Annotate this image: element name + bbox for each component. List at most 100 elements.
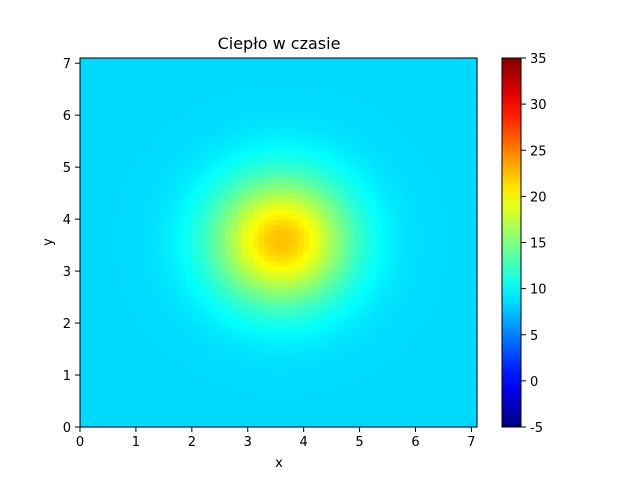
heatmap-cell xyxy=(303,406,310,413)
heatmap-cell xyxy=(443,312,450,319)
heatmap-cell xyxy=(465,89,473,95)
heatmap-cell xyxy=(393,141,400,147)
heatmap-cell xyxy=(102,375,109,381)
heatmap-cell xyxy=(432,193,439,199)
heatmap-cell xyxy=(80,120,87,127)
heatmap-cell xyxy=(152,276,159,283)
heatmap-cell xyxy=(191,307,199,314)
heatmap-cell xyxy=(286,156,294,163)
heatmap-cell xyxy=(365,354,372,361)
heatmap-cell xyxy=(141,193,148,199)
heatmap-cell xyxy=(314,286,322,293)
heatmap-cell xyxy=(449,198,456,205)
heatmap-cell xyxy=(91,380,98,387)
heatmap-cell xyxy=(393,307,400,314)
heatmap-cell xyxy=(191,276,199,283)
heatmap-cell xyxy=(253,416,260,423)
heatmap-cell xyxy=(158,187,165,194)
heatmap-cell xyxy=(353,406,361,413)
heatmap-cell xyxy=(124,130,131,137)
heatmap-cell xyxy=(169,224,176,231)
heatmap-cell xyxy=(443,120,450,127)
heatmap-cell xyxy=(415,213,422,220)
heatmap-cell xyxy=(465,63,473,69)
heatmap-cell xyxy=(135,193,143,199)
heatmap-cell xyxy=(225,260,232,267)
heatmap-cell xyxy=(80,265,87,272)
heatmap-cell xyxy=(320,146,327,153)
heatmap-cell xyxy=(426,187,433,194)
heatmap-cell xyxy=(454,203,461,210)
heatmap-cell xyxy=(163,130,171,137)
heatmap-cell xyxy=(437,307,445,314)
heatmap-cell xyxy=(113,125,120,132)
heatmap-cell xyxy=(353,151,361,158)
heatmap-cell xyxy=(158,406,165,413)
heatmap-cell xyxy=(264,109,271,116)
heatmap-cell xyxy=(242,302,249,309)
heatmap-cell xyxy=(370,385,377,392)
heatmap-cell xyxy=(175,260,182,267)
heatmap-cell xyxy=(437,328,445,335)
heatmap-cell xyxy=(465,219,473,225)
heatmap-cell xyxy=(219,151,226,158)
heatmap-cell xyxy=(309,156,316,163)
heatmap-cell xyxy=(387,416,394,423)
heatmap-cell xyxy=(113,333,120,340)
heatmap-cell xyxy=(169,369,176,376)
heatmap-cell xyxy=(303,286,310,293)
heatmap-cell xyxy=(203,187,210,194)
heatmap-cell xyxy=(208,297,215,303)
heatmap-cell xyxy=(102,406,109,413)
heatmap-cell xyxy=(471,390,478,397)
heatmap-cell xyxy=(275,317,282,324)
heatmap-cell xyxy=(91,68,98,75)
heatmap-cell xyxy=(286,260,294,267)
heatmap-cell xyxy=(309,193,316,199)
heatmap-cell xyxy=(376,297,383,303)
heatmap-cell xyxy=(426,104,433,111)
heatmap-cell xyxy=(398,115,405,121)
heatmap-cell xyxy=(432,161,439,168)
heatmap-cell xyxy=(270,255,277,262)
heatmap-cell xyxy=(398,68,405,75)
heatmap-cell xyxy=(264,359,271,366)
heatmap-cell xyxy=(270,406,277,413)
heatmap-cell xyxy=(230,193,238,199)
heatmap-cell xyxy=(286,141,294,147)
heatmap-cell xyxy=(219,406,226,413)
heatmap-cell xyxy=(449,182,456,189)
heatmap-cell xyxy=(337,187,344,194)
heatmap-cell xyxy=(270,213,277,220)
heatmap-cell xyxy=(236,276,243,283)
heatmap-cell xyxy=(203,224,210,231)
heatmap-cell xyxy=(124,395,131,402)
heatmap-cell xyxy=(236,380,243,387)
heatmap-cell xyxy=(303,83,310,90)
heatmap-cell xyxy=(353,343,361,350)
heatmap-cell xyxy=(348,395,355,402)
heatmap-cell xyxy=(141,73,148,80)
heatmap-cell xyxy=(286,401,294,407)
heatmap-cell xyxy=(387,224,394,231)
heatmap-cell xyxy=(421,265,428,272)
heatmap-cell xyxy=(275,229,282,236)
heatmap-cell xyxy=(342,208,349,215)
heatmap-cell xyxy=(208,338,215,345)
heatmap-cell xyxy=(331,286,338,293)
heatmap-cell xyxy=(124,307,131,314)
heatmap-cell xyxy=(331,120,338,127)
heatmap-cell xyxy=(432,208,439,215)
heatmap-cell xyxy=(398,411,405,418)
heatmap-cell xyxy=(348,146,355,153)
heatmap-cell xyxy=(393,380,400,387)
heatmap-cell xyxy=(163,385,171,392)
heatmap-cell xyxy=(337,104,344,111)
heatmap-cell xyxy=(426,177,433,184)
heatmap-cell xyxy=(454,63,461,69)
heatmap-cell xyxy=(119,255,126,262)
heatmap-cell xyxy=(80,229,87,236)
heatmap-cell xyxy=(432,291,439,298)
heatmap-cell xyxy=(186,135,193,142)
heatmap-cell xyxy=(236,125,243,132)
